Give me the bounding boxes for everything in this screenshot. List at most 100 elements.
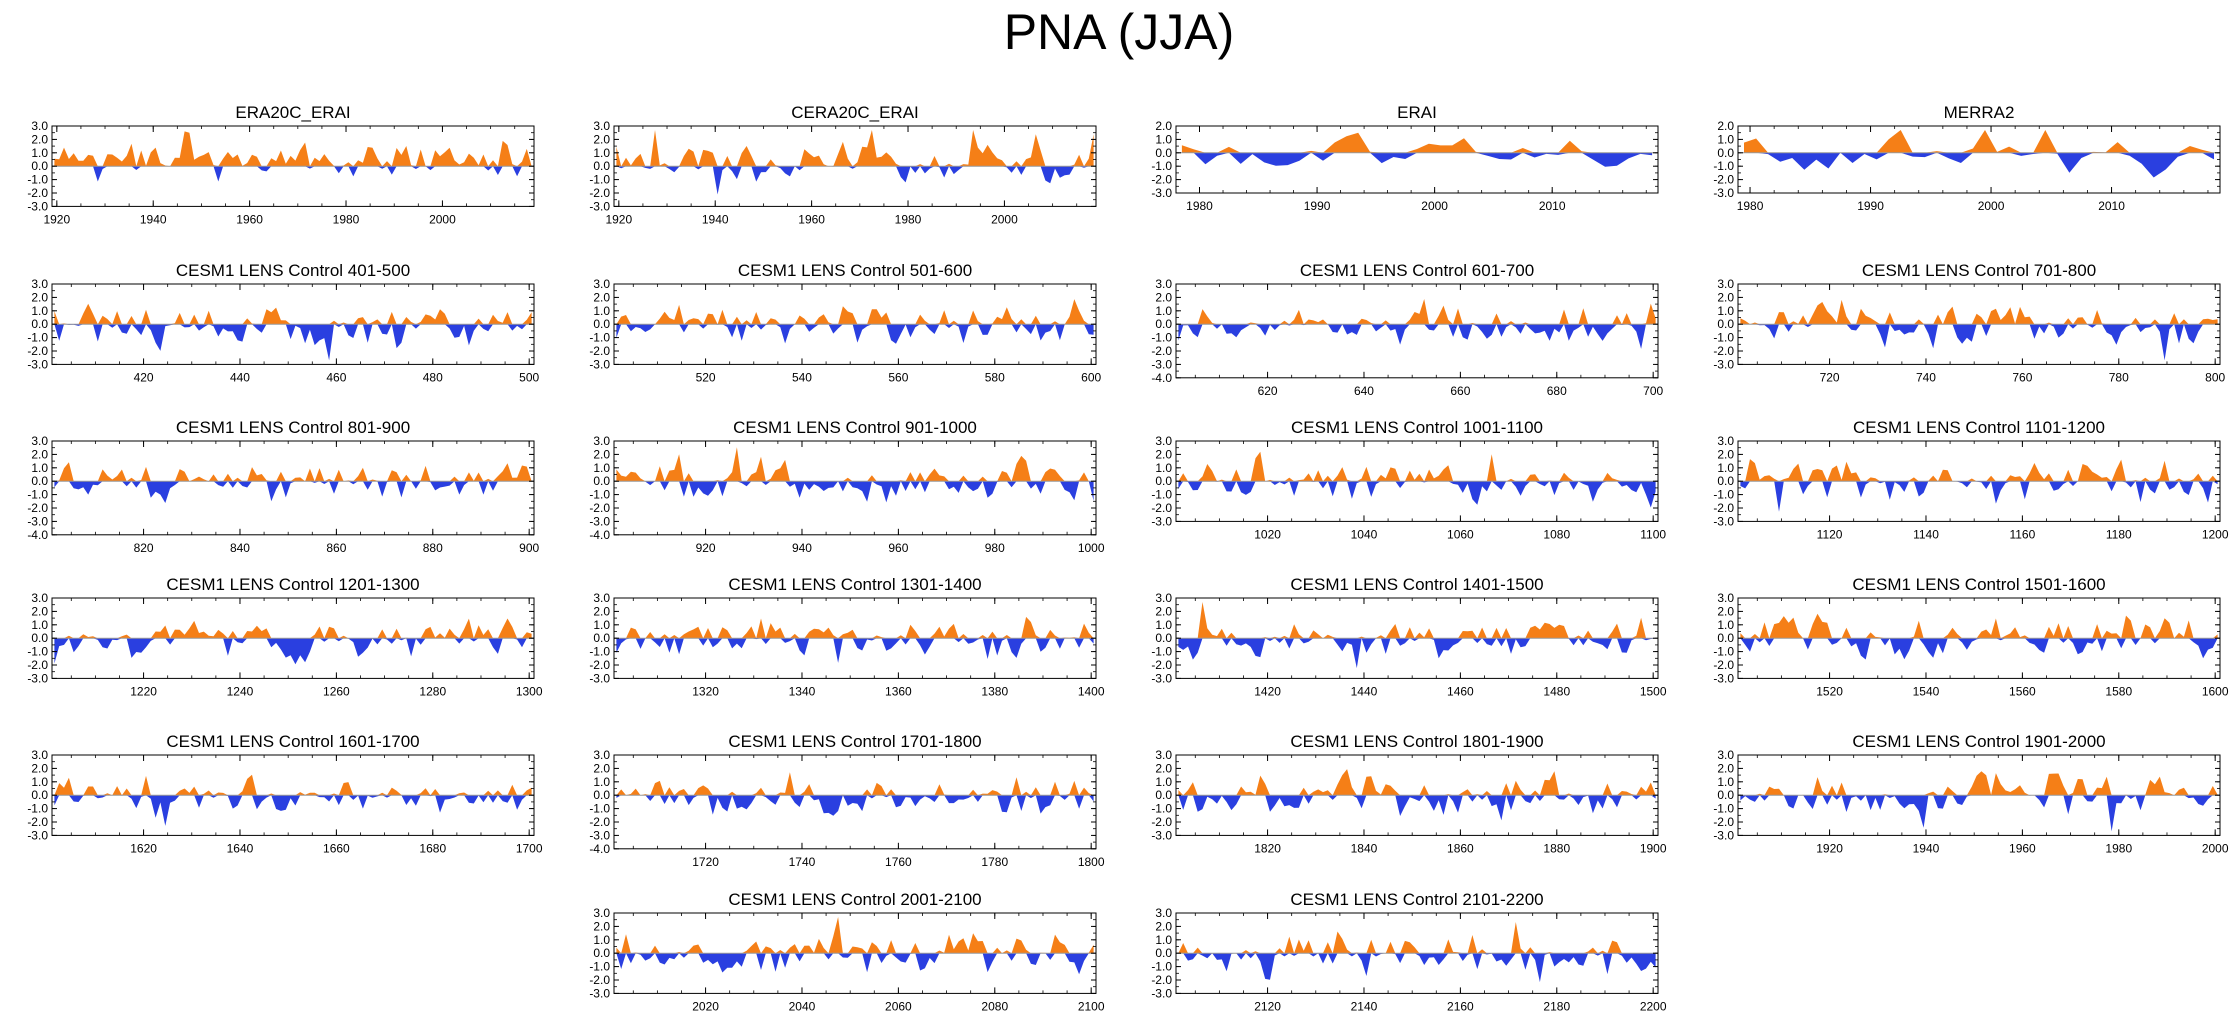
negative-area: [1178, 953, 1656, 983]
y-tick-label: -2.0: [589, 501, 610, 515]
x-tick-label: 1360: [885, 684, 912, 698]
positive-area: [616, 917, 1094, 954]
y-tick-label: 0.0: [31, 317, 48, 331]
y-tick-label: 0.0: [1155, 946, 1172, 960]
negative-area: [616, 638, 1094, 663]
x-tick-label: 2010: [1539, 199, 1566, 213]
y-tick-label: -3.0: [1151, 186, 1172, 200]
x-tick-label: 600: [1081, 370, 1101, 384]
chart-title: CESM1 LENS Control 2001-2100: [728, 890, 981, 909]
chart-title: CESM1 LENS Control 1301-1400: [728, 575, 981, 594]
y-tick-label: 1.0: [593, 775, 610, 789]
x-tick-label: 1990: [1857, 199, 1884, 213]
x-tick-label: 1060: [1447, 527, 1474, 541]
y-tick-label: 0.0: [593, 946, 610, 960]
y-tick-label: 2.0: [593, 290, 610, 304]
y-tick-label: -3.0: [1713, 514, 1734, 528]
chart-svg: CESM1 LENS Control 1701-1800 3.02.01.00.0…: [589, 732, 1105, 869]
negative-area: [54, 795, 532, 826]
chart-panel: ERAI 2.0 1.0 0.0 -1.0 -2.0 -3.0 1980 1990 2000 201…: [1124, 96, 1676, 223]
negative-area: [616, 795, 1094, 816]
y-tick-label: 3.0: [593, 277, 610, 291]
chart-panel: CERA20C_ERAI 3.0 2.0 1.0 0.0 -1.0 -2.0 -3.0 1920…: [562, 96, 1114, 236]
chart-title: CESM1 LENS Control 2101-2200: [1290, 890, 1543, 909]
x-tick-label: 1400: [1078, 684, 1105, 698]
x-tick-label: 1500: [1640, 684, 1667, 698]
x-tick-label: 1940: [1913, 841, 1940, 855]
x-tick-label: 1520: [1816, 684, 1843, 698]
chart-panel: CESM1 LENS Control 1301-1400 3.0 2.0 1.0 0.0…: [562, 568, 1114, 708]
y-tick-label: 3.0: [1717, 277, 1734, 291]
y-tick-label: -1.0: [27, 645, 48, 659]
x-tick-label: 2040: [789, 999, 816, 1013]
y-tick-label: 2.0: [31, 132, 48, 146]
x-tick-label: 1220: [130, 684, 157, 698]
chart-svg: CESM1 LENS Control 1801-1900 3.02.01.00.0…: [1151, 732, 1667, 855]
y-tick-label: -2.0: [1713, 344, 1734, 358]
y-tick-label: -3.0: [27, 514, 48, 528]
x-tick-label: 1900: [1640, 841, 1667, 855]
y-tick-label: -1.0: [1713, 802, 1734, 816]
x-tick-label: 2000: [2202, 841, 2229, 855]
y-tick-label: 2.0: [593, 919, 610, 933]
y-tick-label: -1.0: [1713, 331, 1734, 345]
chart-svg: CESM1 LENS Control 901-10003.02.01.00.0-…: [589, 418, 1105, 555]
negative-area: [54, 638, 532, 665]
x-tick-label: 700: [1643, 384, 1663, 398]
y-tick-label: 3.0: [593, 906, 610, 920]
positive-area: [1181, 132, 1653, 153]
y-tick-label: -2.0: [589, 344, 610, 358]
y-tick-label: 3.0: [31, 119, 48, 133]
negative-area: [54, 324, 532, 361]
chart-panel: CESM1 LENS Control 1801-1900 3.0 2.0 1.0 0.0…: [1124, 725, 1676, 865]
x-tick-label: 2010: [2098, 199, 2125, 213]
negative-area: [54, 166, 532, 182]
chart-svg: CESM1 LENS Control 2001-2100 3.02.01.00.0…: [589, 890, 1105, 1013]
y-tick-label: -3.0: [1713, 671, 1734, 685]
y-tick-label: 3.0: [593, 119, 610, 133]
y-tick-label: 2.0: [593, 447, 610, 461]
y-tick-label: 0.0: [31, 474, 48, 488]
y-tick-label: 3.0: [1717, 591, 1734, 605]
y-tick-label: 2.0: [1717, 290, 1734, 304]
x-tick-label: 820: [134, 541, 154, 555]
y-tick-label: 3.0: [1155, 591, 1172, 605]
y-tick-label: 2.0: [593, 604, 610, 618]
y-tick-label: 2.0: [1155, 290, 1172, 304]
y-tick-label: -2.0: [589, 186, 610, 200]
x-tick-label: 2160: [1447, 999, 1474, 1013]
chart-svg: CESM1 LENS Control 601-700 3.02.01.00.0-1…: [1151, 261, 1663, 398]
x-tick-label: 1100: [1640, 527, 1666, 541]
y-tick-label: -1.0: [27, 802, 48, 816]
x-tick-label: 2000: [1978, 199, 2005, 213]
positive-area: [54, 618, 532, 639]
positive-area: [616, 130, 1094, 167]
chart-title: CESM1 LENS Control 501-600: [738, 261, 972, 280]
chart-title: CESM1 LENS Control 901-1000: [733, 418, 977, 437]
y-tick-label: 1.0: [593, 146, 610, 160]
x-tick-label: 580: [985, 370, 1005, 384]
chart-svg: CESM1 LENS Control 1201-1300 3.02.01.00.0…: [27, 575, 543, 698]
chart-panel: CESM1 LENS Control 2001-2100 3.0 2.0 1.0 0.0…: [562, 883, 1114, 1023]
x-tick-label: 880: [423, 541, 443, 555]
x-tick-label: 1760: [885, 855, 912, 869]
positive-area: [1744, 130, 2214, 153]
y-tick-label: 3.0: [1155, 277, 1172, 291]
y-tick-label: 1.0: [1717, 132, 1734, 146]
y-tick-label: -2.0: [27, 658, 48, 672]
x-tick-label: 640: [1354, 384, 1374, 398]
x-tick-label: 440: [230, 370, 250, 384]
positive-area: [54, 462, 532, 482]
chart-svg: CESM1 LENS Control 1301-1400 3.02.01.00.0…: [589, 575, 1105, 698]
chart-title: ERA20C_ERAI: [235, 103, 350, 122]
x-tick-label: 1660: [323, 841, 350, 855]
negative-area: [616, 166, 1094, 195]
y-tick-label: -1.0: [27, 173, 48, 187]
y-tick-label: -1.0: [1151, 802, 1172, 816]
negative-area: [1178, 481, 1656, 508]
y-tick-label: 0.0: [593, 788, 610, 802]
chart-svg: CESM1 LENS Control 1601-1700 3.02.01.00.0…: [27, 732, 543, 855]
y-tick-label: 2.0: [1155, 447, 1172, 461]
x-tick-label: 1700: [516, 841, 543, 855]
